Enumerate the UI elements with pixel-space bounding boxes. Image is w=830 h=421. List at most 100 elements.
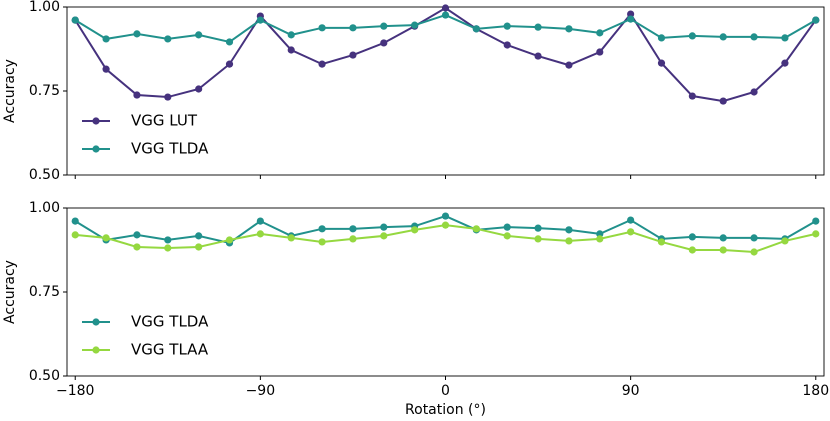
data-point xyxy=(102,35,110,43)
data-point xyxy=(164,244,172,252)
data-point xyxy=(688,32,696,40)
data-point xyxy=(657,238,666,246)
data-point xyxy=(503,223,511,231)
series-line xyxy=(74,13,817,44)
data-point xyxy=(534,23,542,31)
data-point xyxy=(349,235,357,243)
legend-label: VGG TLAA xyxy=(131,341,209,359)
data-point xyxy=(503,41,511,49)
data-point xyxy=(750,234,758,242)
data-point xyxy=(688,246,696,254)
data-point xyxy=(133,243,141,251)
data-point xyxy=(256,217,264,225)
data-point xyxy=(781,237,789,245)
data-point xyxy=(195,31,203,39)
y-tick-label: 1.00 xyxy=(29,200,60,216)
data-point xyxy=(318,60,326,68)
data-point xyxy=(71,231,79,239)
data-point xyxy=(472,225,480,233)
data-point xyxy=(627,216,635,224)
data-point xyxy=(719,97,727,105)
data-point xyxy=(318,24,326,32)
data-point xyxy=(812,217,820,225)
x-tick-label: 0 xyxy=(441,383,450,399)
y-tick-label: 0.50 xyxy=(29,368,60,384)
data-point xyxy=(441,221,450,229)
data-point xyxy=(256,16,264,24)
data-point xyxy=(441,212,450,220)
data-point xyxy=(503,232,511,240)
y-axis-label: Accuracy xyxy=(2,59,18,123)
legend-label: VGG TLDA xyxy=(131,140,209,158)
data-point xyxy=(133,30,141,38)
series-line xyxy=(74,6,817,103)
data-point xyxy=(380,39,388,47)
data-point xyxy=(596,48,604,56)
data-point xyxy=(102,234,110,242)
data-point xyxy=(133,91,141,99)
series-line xyxy=(74,214,817,245)
data-point xyxy=(565,61,573,69)
y-axis-label: Accuracy xyxy=(2,260,18,324)
data-point xyxy=(102,65,110,73)
legend-marker xyxy=(92,117,100,125)
x-tick-label: 180 xyxy=(802,383,829,399)
data-point xyxy=(441,4,450,12)
x-tick-label: −180 xyxy=(56,383,94,399)
legend-marker xyxy=(92,318,100,326)
data-point xyxy=(349,24,357,32)
x-axis-label: Rotation (°) xyxy=(405,402,486,418)
legend-label: VGG TLDA xyxy=(131,313,209,331)
x-tick-label: 90 xyxy=(622,383,640,399)
data-point xyxy=(565,226,573,234)
data-point xyxy=(596,230,604,238)
data-point xyxy=(164,236,172,244)
data-point xyxy=(164,93,172,101)
data-point xyxy=(565,25,573,33)
data-point xyxy=(71,16,79,24)
legend-marker xyxy=(92,346,100,354)
data-point xyxy=(750,33,758,41)
data-point xyxy=(688,233,696,241)
series-line xyxy=(75,224,816,254)
data-point xyxy=(688,92,696,100)
data-point xyxy=(719,234,727,242)
data-point xyxy=(318,238,326,246)
data-point xyxy=(287,234,295,242)
data-point xyxy=(441,11,450,19)
data-point xyxy=(380,223,388,231)
data-point xyxy=(719,246,727,254)
x-tick-label: −90 xyxy=(246,383,276,399)
data-point xyxy=(225,60,234,68)
data-point xyxy=(411,226,419,234)
y-tick-label: 0.50 xyxy=(29,167,60,183)
data-point xyxy=(534,52,542,60)
y-tick-label: 1.00 xyxy=(29,0,60,15)
data-point xyxy=(657,34,666,42)
data-point xyxy=(411,21,419,29)
data-point xyxy=(287,31,295,39)
data-point xyxy=(349,51,357,59)
y-tick-label: 0.75 xyxy=(29,83,60,99)
data-point xyxy=(719,33,727,41)
data-point xyxy=(627,228,635,236)
data-point xyxy=(657,59,666,67)
data-point xyxy=(534,235,542,243)
data-point xyxy=(195,243,203,251)
data-point xyxy=(380,232,388,240)
data-point xyxy=(133,231,141,239)
data-point xyxy=(71,217,79,225)
data-point xyxy=(812,16,820,24)
legend-marker xyxy=(92,145,100,153)
data-point xyxy=(225,38,234,46)
data-point xyxy=(380,22,388,30)
data-point xyxy=(349,225,357,233)
data-point xyxy=(256,230,264,238)
data-point xyxy=(627,15,635,23)
data-point xyxy=(781,59,789,67)
data-point xyxy=(534,224,542,232)
data-point xyxy=(627,10,635,18)
data-point xyxy=(195,85,203,93)
data-point xyxy=(164,35,172,43)
